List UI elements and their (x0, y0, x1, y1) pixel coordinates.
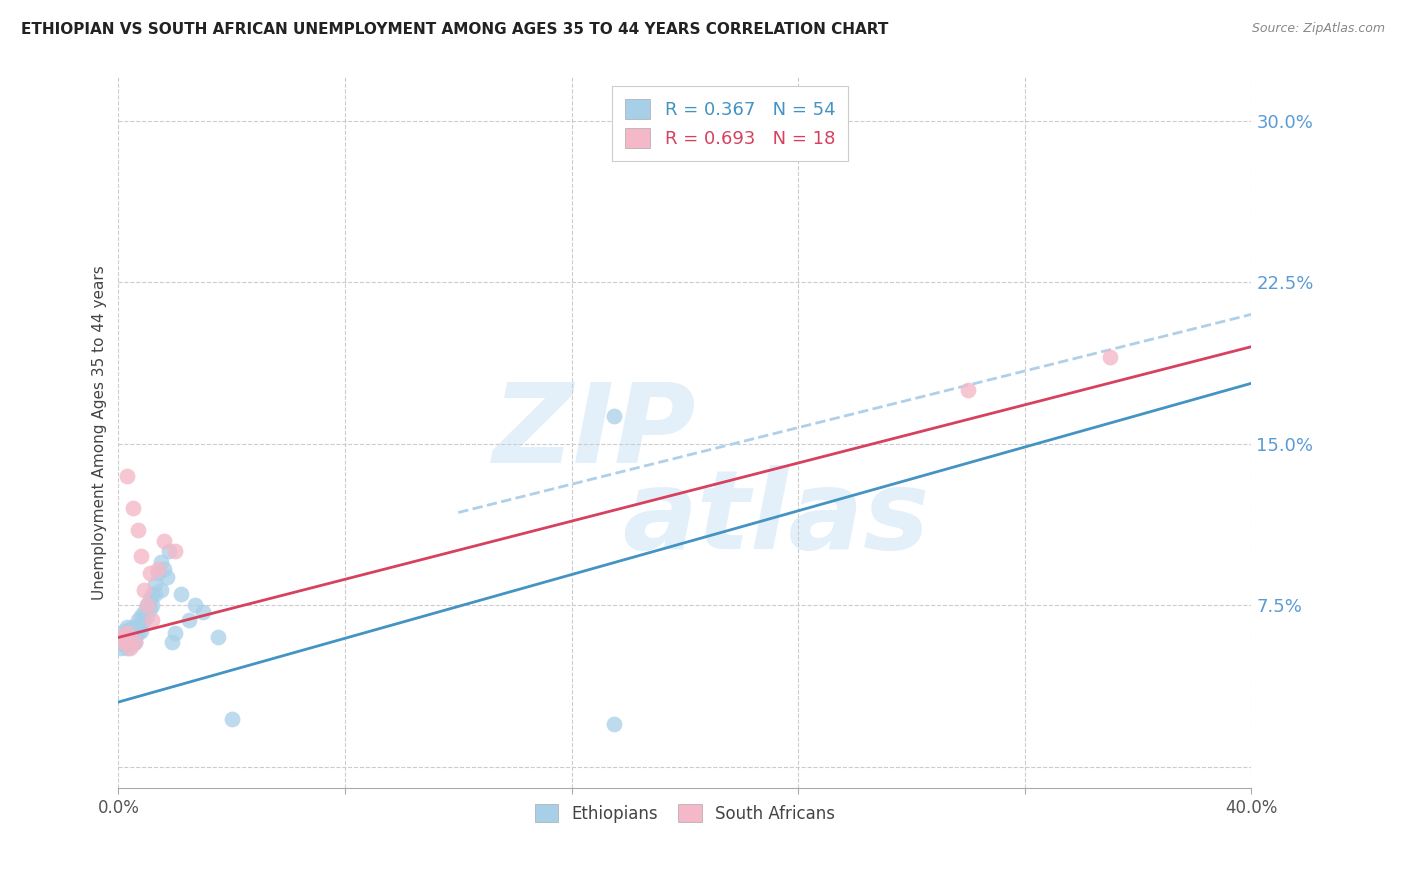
Point (143, 576, 166, 591)
Point (124, 634, 146, 648)
Point (118, 622, 141, 636)
Point (112, 624, 135, 638)
Point (759, 145, 782, 160)
Point (143, 587, 166, 601)
Point (149, 582, 172, 597)
Text: ZIP: ZIP (492, 379, 696, 486)
Point (115, 632, 138, 647)
Point (146, 566, 169, 580)
Point (138, 602, 160, 616)
Point (138, 591, 160, 606)
Point (112, 634, 135, 648)
Point (129, 608, 152, 623)
Point (127, 620, 149, 634)
Point (127, 523, 149, 537)
Point (129, 624, 152, 638)
Point (121, 637, 143, 651)
Point (124, 634, 146, 648)
Point (135, 598, 157, 612)
Point (110, 641, 132, 656)
Point (124, 622, 146, 636)
Point (115, 626, 138, 640)
Point (118, 631, 141, 645)
Point (110, 631, 132, 645)
Point (129, 617, 152, 632)
Point (121, 501, 143, 516)
Point (127, 613, 149, 627)
Point (1098, 351, 1121, 365)
Point (179, 613, 201, 627)
Point (165, 544, 187, 558)
Point (132, 582, 155, 597)
Point (141, 587, 163, 601)
Point (121, 626, 143, 640)
Point (110, 631, 132, 645)
Point (603, 409, 626, 423)
Point (184, 598, 207, 612)
Point (129, 549, 152, 563)
Text: Source: ZipAtlas.com: Source: ZipAtlas.com (1251, 22, 1385, 36)
Y-axis label: Unemployment Among Ages 35 to 44 years: Unemployment Among Ages 35 to 44 years (93, 266, 107, 600)
Point (124, 631, 146, 645)
Point (121, 632, 143, 647)
Point (115, 641, 138, 656)
Point (152, 533, 174, 548)
Point (165, 626, 187, 640)
Point (170, 587, 193, 601)
Point (127, 626, 149, 640)
Text: atlas: atlas (621, 465, 929, 572)
Point (135, 598, 157, 612)
Point (112, 634, 135, 648)
Point (162, 634, 184, 648)
Point (155, 570, 177, 584)
Point (207, 631, 229, 645)
Point (118, 634, 141, 648)
Point (112, 637, 135, 651)
Point (115, 626, 138, 640)
Point (149, 555, 172, 569)
Point (135, 608, 157, 623)
Point (121, 624, 143, 638)
Point (118, 641, 141, 656)
Point (121, 620, 143, 634)
Point (159, 544, 181, 558)
Point (115, 620, 138, 634)
Point (132, 605, 155, 619)
Point (118, 628, 141, 642)
Point (132, 613, 155, 627)
Point (603, 716, 626, 731)
Point (141, 598, 163, 612)
Legend: Ethiopians, South Africans: Ethiopians, South Africans (529, 797, 842, 830)
Point (152, 561, 174, 575)
Text: ETHIOPIAN VS SOUTH AFRICAN UNEMPLOYMENT AMONG AGES 35 TO 44 YEARS CORRELATION CH: ETHIOPIAN VS SOUTH AFRICAN UNEMPLOYMENT … (21, 22, 889, 37)
Point (193, 605, 215, 619)
Point (146, 561, 169, 575)
Point (138, 566, 160, 580)
Point (115, 469, 138, 483)
Point (141, 613, 163, 627)
Point (957, 383, 980, 397)
Point (221, 712, 243, 726)
